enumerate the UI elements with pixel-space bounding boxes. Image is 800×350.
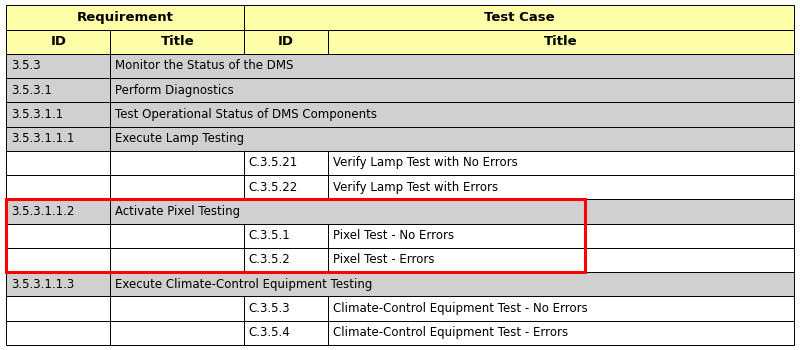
Bar <box>110 54 794 78</box>
Text: C.3.5.2: C.3.5.2 <box>249 253 290 266</box>
Bar <box>6 54 110 78</box>
Bar <box>244 5 794 29</box>
Bar <box>110 175 244 199</box>
Bar <box>110 321 244 345</box>
Bar <box>6 5 244 29</box>
Text: 3.5.3.1: 3.5.3.1 <box>11 84 52 97</box>
Text: ID: ID <box>50 35 66 48</box>
Bar <box>244 151 328 175</box>
Bar <box>6 102 110 126</box>
Text: C.3.5.3: C.3.5.3 <box>249 302 290 315</box>
Text: Requirement: Requirement <box>77 11 174 24</box>
Bar <box>244 321 328 345</box>
Bar <box>244 248 328 272</box>
Text: Monitor the Status of the DMS: Monitor the Status of the DMS <box>115 60 294 72</box>
Text: 3.5.3: 3.5.3 <box>11 60 41 72</box>
Text: C.3.5.22: C.3.5.22 <box>249 181 298 194</box>
Bar <box>6 321 110 345</box>
Text: Perform Diagnostics: Perform Diagnostics <box>115 84 234 97</box>
Text: ID: ID <box>278 35 294 48</box>
Bar <box>6 248 110 272</box>
Text: Title: Title <box>160 35 194 48</box>
Bar <box>244 296 328 321</box>
Bar <box>6 199 585 272</box>
Bar <box>244 224 328 248</box>
Bar <box>6 199 110 224</box>
Text: Pixel Test - No Errors: Pixel Test - No Errors <box>333 229 454 242</box>
Text: C.3.5.21: C.3.5.21 <box>249 156 298 169</box>
Text: Climate-Control Equipment Test - No Errors: Climate-Control Equipment Test - No Erro… <box>333 302 588 315</box>
Bar <box>110 248 244 272</box>
Bar <box>328 151 794 175</box>
Bar <box>110 296 244 321</box>
Bar <box>328 321 794 345</box>
Bar <box>110 199 794 224</box>
Text: Verify Lamp Test with Errors: Verify Lamp Test with Errors <box>333 181 498 194</box>
Bar <box>6 296 110 321</box>
Bar <box>6 29 110 54</box>
Bar <box>110 151 244 175</box>
Text: Verify Lamp Test with No Errors: Verify Lamp Test with No Errors <box>333 156 518 169</box>
Bar <box>6 151 110 175</box>
Text: 3.5.3.1.1.2: 3.5.3.1.1.2 <box>11 205 74 218</box>
Bar <box>110 272 794 296</box>
Text: 3.5.3.1.1: 3.5.3.1.1 <box>11 108 63 121</box>
Text: 3.5.3.1.1.3: 3.5.3.1.1.3 <box>11 278 74 290</box>
Bar <box>6 224 110 248</box>
Text: Test Operational Status of DMS Components: Test Operational Status of DMS Component… <box>115 108 377 121</box>
Bar <box>110 29 244 54</box>
Bar <box>110 102 794 126</box>
Bar <box>328 224 794 248</box>
Bar <box>110 78 794 102</box>
Bar <box>6 126 110 151</box>
Bar <box>6 272 110 296</box>
Text: Execute Lamp Testing: Execute Lamp Testing <box>115 132 244 145</box>
Text: Pixel Test - Errors: Pixel Test - Errors <box>333 253 434 266</box>
Text: Test Case: Test Case <box>483 11 554 24</box>
Bar <box>328 29 794 54</box>
Text: 3.5.3.1.1.1: 3.5.3.1.1.1 <box>11 132 74 145</box>
Bar <box>6 78 110 102</box>
Text: Title: Title <box>544 35 578 48</box>
Bar <box>244 175 328 199</box>
Text: Execute Climate-Control Equipment Testing: Execute Climate-Control Equipment Testin… <box>115 278 373 290</box>
Text: C.3.5.1: C.3.5.1 <box>249 229 290 242</box>
Bar <box>328 248 794 272</box>
Text: Climate-Control Equipment Test - Errors: Climate-Control Equipment Test - Errors <box>333 326 568 339</box>
Text: Activate Pixel Testing: Activate Pixel Testing <box>115 205 240 218</box>
Bar <box>110 224 244 248</box>
Bar <box>328 296 794 321</box>
Bar <box>244 29 328 54</box>
Bar <box>6 175 110 199</box>
Text: C.3.5.4: C.3.5.4 <box>249 326 290 339</box>
Bar <box>110 126 794 151</box>
Bar <box>328 175 794 199</box>
